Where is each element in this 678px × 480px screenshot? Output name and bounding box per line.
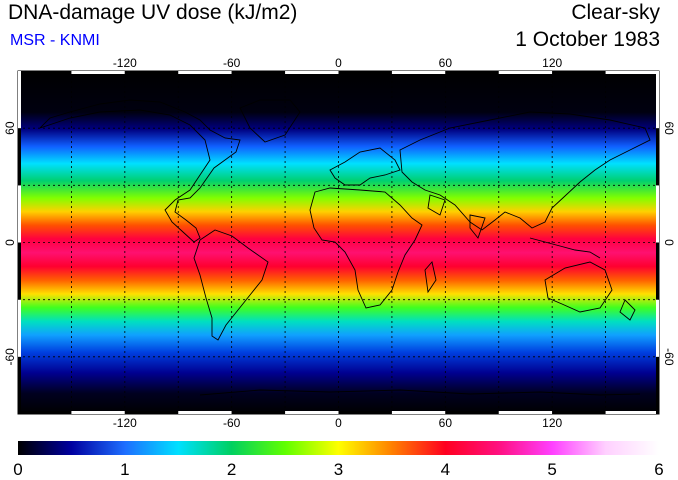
frame-segment (391, 71, 446, 74)
frame-segment (178, 411, 232, 414)
coast-new-zealand (619, 299, 636, 321)
sky-condition: Clear-sky (571, 1, 660, 24)
latitude-labels-left: 60 0 -60 (3, 121, 17, 365)
frame-segment (285, 71, 339, 74)
longitude-label: -60 (223, 416, 241, 430)
frame-segment (445, 71, 499, 74)
colorbar-label: 4 (441, 460, 450, 479)
colorbar-label: 2 (227, 460, 236, 479)
frame-segment (18, 242, 21, 300)
frame-segment (445, 411, 499, 414)
longitude-label: 60 (439, 56, 453, 70)
frame-segment (285, 411, 339, 414)
frame-segment (656, 356, 659, 414)
longitude-labels-top: -120 -60 0 60 120 (113, 56, 563, 70)
longitude-label: 120 (542, 56, 562, 70)
colorbar-label: 0 (13, 460, 22, 479)
source-label: MSR - KNMI (10, 32, 100, 49)
frame-segment (498, 71, 553, 74)
latitude-label: -60 (662, 348, 676, 366)
frame-segment (656, 299, 659, 357)
frame-segment (18, 185, 21, 243)
frame-segment (18, 411, 72, 414)
latitude-label: -60 (3, 348, 17, 366)
longitude-label: -120 (113, 56, 137, 70)
colorbar-labels: 0 1 2 3 4 5 6 (13, 460, 663, 479)
frame-segment (18, 299, 21, 357)
map-date: 1 October 1983 (515, 28, 660, 51)
frame-segment (18, 128, 21, 186)
coast-greenland (239, 99, 301, 143)
frame-segment (71, 411, 125, 414)
frame-segment (124, 71, 179, 74)
latitude-label: 0 (3, 239, 17, 246)
colorbar-label: 1 (120, 460, 129, 479)
frame-segment (178, 71, 232, 74)
frame-segment (231, 411, 286, 414)
frame-segment (18, 71, 72, 74)
frame-segment (338, 71, 392, 74)
longitude-label: 0 (335, 56, 342, 70)
coast-asia (399, 111, 651, 231)
longitude-labels-bottom: -120 -60 0 60 120 (113, 416, 563, 430)
frame-segment (391, 411, 446, 414)
frame-segment (656, 185, 659, 243)
map-title: DNA-damage UV dose (kJ/m2) (8, 1, 298, 24)
latitude-label: 0 (662, 239, 676, 246)
latitude-label: 60 (3, 121, 17, 135)
colorbar (18, 441, 659, 455)
colorbar-label: 6 (654, 460, 663, 479)
coast-madagascar (424, 261, 437, 294)
frame-segment (656, 71, 659, 129)
longitude-label: 0 (335, 416, 342, 430)
frame-segment (231, 71, 286, 74)
frame-segment (656, 128, 659, 186)
latitude-label: 60 (662, 121, 676, 135)
latitude-labels-right: 60 0 -60 (662, 121, 676, 365)
frame-segment (552, 71, 606, 74)
coastlines (39, 99, 651, 396)
longitude-label: 60 (439, 416, 453, 430)
coast-africa (309, 187, 423, 309)
frame-segment (498, 411, 553, 414)
coast-north-america (39, 99, 241, 243)
coast-indonesia (529, 237, 601, 259)
longitude-label: 120 (542, 416, 562, 430)
frame-segment (71, 71, 125, 74)
frame-segment (656, 242, 659, 300)
frame-segment (18, 356, 21, 414)
frame-segment (124, 411, 179, 414)
coast-india (469, 214, 486, 239)
graticule (18, 71, 659, 414)
colorbar-label: 5 (547, 460, 556, 479)
frame-segment (18, 71, 21, 129)
coast-europe (329, 147, 401, 186)
longitude-label: -120 (113, 416, 137, 430)
longitude-label: -60 (223, 56, 241, 70)
frame-segment (338, 411, 392, 414)
colorbar-label: 3 (334, 460, 343, 479)
frame-ticks (18, 71, 659, 414)
coast-arabia (427, 194, 446, 216)
frame-segment (605, 71, 659, 74)
frame-segment (552, 411, 606, 414)
coast-australia (544, 261, 613, 313)
coast-antarctica (199, 389, 641, 396)
frame-segment (605, 411, 659, 414)
